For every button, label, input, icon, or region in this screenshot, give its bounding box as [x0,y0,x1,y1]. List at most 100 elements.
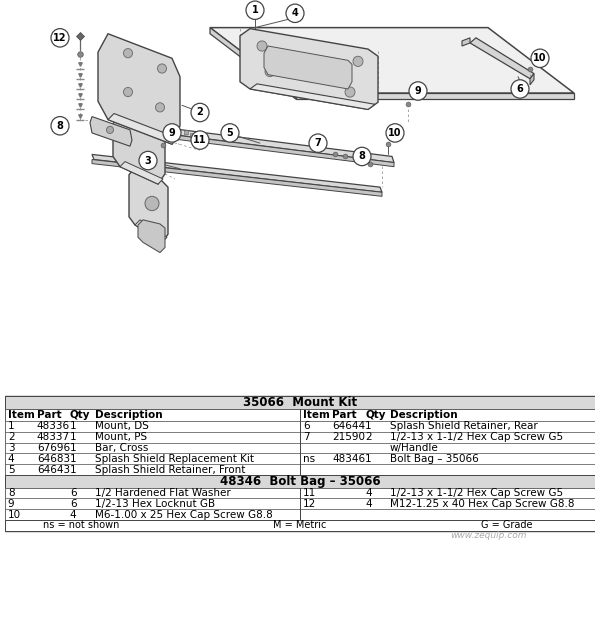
Text: 2: 2 [365,432,371,442]
Circle shape [531,49,549,68]
Circle shape [309,134,327,153]
Text: 1: 1 [365,422,371,432]
Polygon shape [210,28,574,93]
Text: www.zequip.com: www.zequip.com [451,531,527,540]
Circle shape [286,4,304,22]
Polygon shape [92,154,382,192]
Text: 64643: 64643 [37,464,70,474]
Circle shape [191,104,209,122]
FancyBboxPatch shape [300,509,595,520]
Text: Description: Description [390,410,458,420]
Text: 11: 11 [193,135,207,145]
Text: 67696: 67696 [37,443,70,453]
FancyBboxPatch shape [300,409,595,421]
Text: 1: 1 [8,422,14,432]
Polygon shape [296,93,574,99]
FancyBboxPatch shape [5,396,595,409]
Text: 1: 1 [70,454,76,464]
Circle shape [353,56,363,66]
Text: 4: 4 [365,488,371,498]
FancyBboxPatch shape [5,409,300,421]
Circle shape [191,131,209,149]
Polygon shape [240,29,378,109]
FancyBboxPatch shape [300,443,595,453]
Text: Item: Item [303,410,330,420]
FancyBboxPatch shape [5,421,300,432]
Circle shape [386,124,404,142]
Text: 1/2 Hardened Flat Washer: 1/2 Hardened Flat Washer [95,488,230,498]
Text: 10: 10 [388,128,402,138]
Text: 9: 9 [415,86,421,96]
Circle shape [353,148,371,166]
Circle shape [139,151,157,170]
Text: 3: 3 [145,156,151,166]
Polygon shape [135,220,167,242]
Polygon shape [462,38,470,46]
FancyBboxPatch shape [5,453,300,464]
Text: 4: 4 [8,454,14,464]
Text: 1/2-13 x 1-1/2 Hex Cap Screw G5: 1/2-13 x 1-1/2 Hex Cap Screw G5 [390,488,563,498]
Polygon shape [120,162,163,184]
Text: 7: 7 [314,138,322,148]
Text: 7: 7 [303,432,310,442]
Polygon shape [98,33,180,144]
Text: Bar, Cross: Bar, Cross [95,443,148,453]
Circle shape [124,48,133,58]
Text: Qty: Qty [365,410,386,420]
Text: ns = not shown: ns = not shown [43,520,120,530]
Text: 6: 6 [70,488,76,498]
FancyBboxPatch shape [300,464,595,475]
FancyBboxPatch shape [300,498,595,509]
Text: Part: Part [332,410,356,420]
Text: 6: 6 [70,499,76,509]
Circle shape [124,87,133,97]
FancyBboxPatch shape [5,475,595,488]
Circle shape [163,124,181,142]
Text: 9: 9 [8,499,14,509]
Text: 12: 12 [303,499,316,509]
Text: M12-1.25 x 40 Hex Cap Screw G8.8: M12-1.25 x 40 Hex Cap Screw G8.8 [390,499,575,509]
Polygon shape [210,28,296,99]
Text: Mount, PS: Mount, PS [95,432,147,442]
Polygon shape [150,132,394,167]
Text: G = Grade: G = Grade [481,520,532,530]
Circle shape [221,124,239,142]
Text: Item: Item [8,410,35,420]
FancyBboxPatch shape [5,488,300,498]
Text: 10: 10 [8,510,21,520]
Polygon shape [108,113,178,144]
Text: 64644: 64644 [332,422,365,432]
Circle shape [409,82,427,100]
Polygon shape [138,220,165,252]
Polygon shape [92,159,382,197]
Circle shape [157,64,167,73]
Circle shape [345,87,355,97]
Text: Mount, DS: Mount, DS [95,422,149,432]
FancyBboxPatch shape [5,509,300,520]
Text: 48336: 48336 [37,422,70,432]
Text: ns: ns [303,454,315,464]
Circle shape [511,80,529,98]
Text: 1: 1 [365,454,371,464]
Text: 1: 1 [70,443,76,453]
FancyBboxPatch shape [300,488,595,498]
Text: 1: 1 [70,464,76,474]
Text: 1: 1 [251,5,259,16]
Polygon shape [250,84,375,109]
FancyBboxPatch shape [5,396,595,531]
Text: Bolt Bag – 35066: Bolt Bag – 35066 [390,454,479,464]
FancyBboxPatch shape [300,453,595,464]
Text: Qty: Qty [70,410,91,420]
Polygon shape [530,74,534,85]
Text: 4: 4 [292,8,298,19]
Circle shape [51,117,69,135]
FancyBboxPatch shape [300,432,595,443]
Text: 8: 8 [8,488,14,498]
Text: 4: 4 [365,499,371,509]
Text: Splash Shield Retainer, Rear: Splash Shield Retainer, Rear [390,422,538,432]
Text: 48346: 48346 [332,454,365,464]
Text: 1/2-13 Hex Locknut GB: 1/2-13 Hex Locknut GB [95,499,215,509]
Circle shape [257,41,267,51]
Text: M = Metric: M = Metric [274,520,326,530]
Text: 3: 3 [8,443,14,453]
